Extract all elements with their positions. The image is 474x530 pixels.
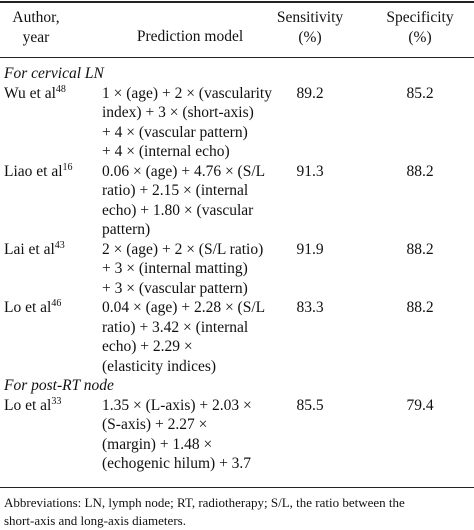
model-line: 2 × (age) + 2 × (S/L ratio) [102, 240, 264, 258]
reference: 46 [51, 298, 62, 309]
header-cell: year [22, 28, 50, 46]
author: Wu et al [4, 84, 56, 102]
section-title: For cervical LN [4, 65, 104, 82]
model-line: + 3 × (vascular pattern) [102, 279, 248, 297]
author: Lai et al [4, 240, 55, 258]
author-cell: Lo et al46 [4, 298, 61, 318]
model-line: echo) + 2.29 × [102, 338, 193, 355]
top-rule [0, 1, 474, 3]
bottom-rule [0, 487, 474, 488]
sensitivity: 91.9 [296, 240, 324, 258]
model-line: ratio) + 2.15 × (internal [102, 182, 249, 199]
author-cell: Liao et al16 [4, 162, 73, 182]
header-rule [0, 57, 474, 58]
reference: 33 [51, 395, 62, 407]
model-line: (elasticity indices) [102, 357, 217, 375]
author-cell: Lo et al33 [4, 396, 61, 416]
header-cell: Author, [12, 9, 60, 26]
sensitivity: 83.3 [296, 299, 324, 316]
sensitivity: 91.3 [296, 162, 324, 180]
model-line: index) + 3 × (short-axis) [102, 104, 254, 121]
model-line: echo) + 1.80 × (vascular [102, 201, 254, 219]
model-line: pattern) [102, 221, 151, 238]
specificity: 79.4 [406, 396, 434, 414]
model-line: + 4 × (internal echo) [102, 143, 230, 160]
model-line: (S-axis) + 2.27 × [102, 416, 208, 433]
model-line: + 4 × (vascular pattern) [102, 123, 248, 141]
author: Lo et al [4, 396, 52, 414]
model-line: ratio) + 3.42 × (internal [102, 318, 249, 336]
section-title: For post-RT node [4, 377, 114, 394]
reference: 16 [62, 161, 73, 173]
model-line: + 3 × (internal matting) [102, 260, 248, 277]
specificity: 85.2 [406, 84, 434, 102]
reference: 43 [54, 239, 65, 251]
author-cell: Wu et al48 [4, 84, 66, 104]
author: Lo et al [4, 299, 52, 316]
reference: 48 [55, 83, 66, 95]
model-line: 0.06 × (age) + 4.76 × (S/L [102, 162, 266, 180]
model-line: 1.35 × (L-axis) + 2.03 × [102, 396, 252, 414]
header-cell: (%) [298, 28, 322, 46]
header-cell: (%) [408, 28, 432, 46]
footnote: short-axis and long-axis diameters. [4, 513, 186, 528]
specificity: 88.2 [406, 162, 434, 180]
model-line: (margin) + 1.48 × [102, 435, 213, 453]
specificity: 88.2 [406, 240, 434, 258]
sensitivity: 85.5 [296, 396, 324, 414]
header-cell: Sensitivity [276, 9, 344, 26]
specificity: 88.2 [406, 299, 434, 316]
model-line: (echogenic hilum) + 3.7 [102, 455, 252, 472]
header-cell: Prediction model [136, 28, 244, 45]
header-cell: Specificity [386, 9, 454, 26]
footnote: Abbreviations: LN, lymph node; RT, radio… [4, 495, 405, 510]
sensitivity: 89.2 [296, 84, 324, 102]
author-cell: Lai et al43 [4, 240, 65, 260]
author: Liao et al [4, 162, 63, 180]
model-line: 1 × (age) + 2 × (vascularity [102, 84, 272, 102]
model-line: 0.04 × (age) + 2.28 × (S/L [102, 299, 266, 316]
